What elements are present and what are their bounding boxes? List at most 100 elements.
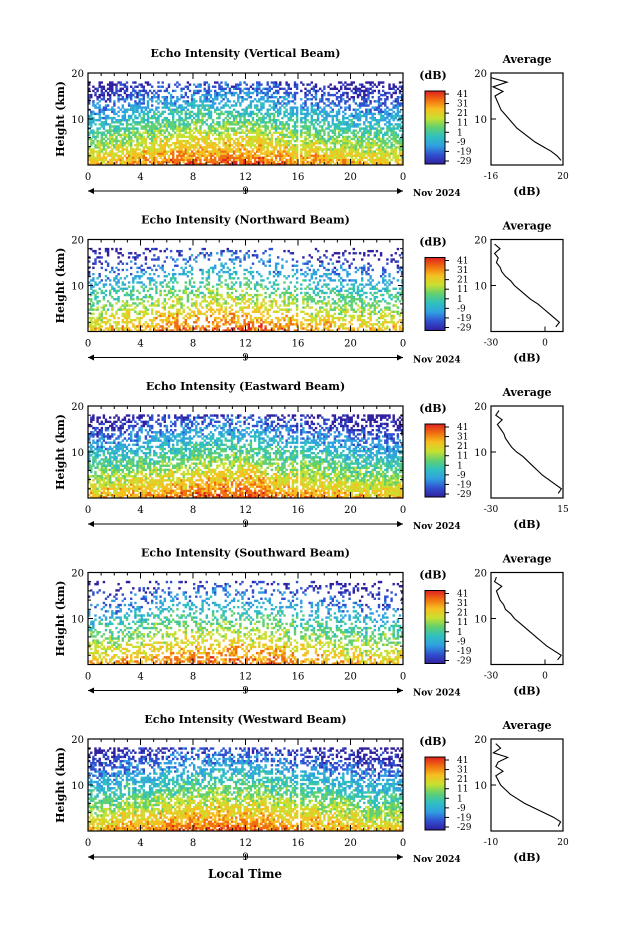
heatmap-cell: [211, 295, 215, 299]
heatmap-cell: [197, 85, 200, 88]
heatmap-cell: [205, 96, 208, 99]
heatmap-cell: [396, 100, 400, 103]
heatmap-cell: [266, 144, 269, 147]
heatmap-cell: [193, 100, 196, 103]
heatmap-cell: [151, 308, 154, 311]
heatmap-cell: [134, 144, 137, 147]
heatmap-cell: [377, 108, 381, 111]
heatmap-cell: [151, 150, 154, 153]
heatmap-cell: [272, 91, 276, 95]
heatmap-cell: [232, 321, 236, 324]
heatmap-cell: [350, 83, 353, 86]
heatmap-cell: [243, 162, 246, 166]
heatmap-cell: [109, 100, 112, 103]
heatmap-cell: [304, 125, 307, 128]
heatmap-cell: [245, 98, 248, 101]
heatmap-cell: [264, 137, 267, 141]
heatmap-cell: [115, 247, 118, 251]
heatmap-cell: [287, 127, 290, 130]
heatmap-cell: [314, 154, 318, 157]
heatmap-cell: [157, 258, 160, 261]
heatmap-cell: [230, 258, 234, 261]
heatmap-cell: [205, 287, 208, 290]
heatmap-cell: [115, 302, 118, 305]
heatmap-cell: [377, 135, 381, 139]
heatmap-cell: [169, 127, 173, 130]
heatmap-cell: [109, 85, 112, 88]
heatmap-cell: [188, 112, 192, 116]
heatmap-cell: [346, 139, 349, 143]
heatmap-cell: [390, 148, 393, 151]
heatmap-cell: [102, 148, 106, 151]
heatmap-cell: [224, 156, 227, 160]
heatmap-cell: [161, 162, 164, 166]
heatmap-cell: [371, 154, 374, 157]
heatmap-cell: [268, 139, 271, 143]
heatmap-cell: [197, 89, 200, 93]
heatmap-cell: [354, 102, 358, 105]
heatmap-cell: [258, 83, 261, 86]
heatmap-cell: [235, 85, 238, 88]
heatmap-cell: [262, 131, 265, 134]
heatmap-cell: [111, 85, 114, 88]
heatmap-cell: [258, 156, 261, 160]
heatmap-cell: [190, 133, 194, 137]
heatmap-cell: [176, 96, 179, 99]
panel-1: Echo Intensity (Vertical Beam)2010Height…: [54, 47, 569, 199]
heatmap-cell: [264, 162, 267, 166]
heatmap-cell: [125, 139, 129, 143]
heatmap-cell: [100, 266, 103, 270]
heatmap-cell: [386, 114, 389, 118]
heatmap-cell: [400, 116, 404, 120]
heatmap-cell: [184, 329, 187, 332]
heatmap-cell: [243, 277, 246, 280]
heatmap-cell: [190, 154, 194, 157]
heatmap-cell: [203, 137, 206, 141]
heatmap-cell: [400, 146, 404, 149]
heatmap-cell: [249, 104, 253, 107]
heatmap-cell: [281, 137, 284, 141]
heatmap-cell: [138, 162, 141, 166]
heatmap-cell: [96, 318, 99, 322]
heatmap-cell: [172, 272, 175, 276]
heatmap-cell: [224, 279, 227, 282]
heatmap-cell: [184, 156, 187, 160]
heatmap-cell: [100, 121, 103, 124]
heatmap-cell: [184, 123, 187, 126]
heatmap-cell: [209, 252, 213, 255]
heatmap-cell: [180, 323, 183, 326]
heatmap-cell: [100, 318, 103, 322]
heatmap-cell: [109, 154, 112, 157]
heatmap-cell: [386, 110, 389, 114]
heatmap-cell: [243, 295, 246, 299]
heatmap-cell: [157, 144, 160, 147]
heatmap-cell: [335, 91, 339, 95]
heatmap-cell: [188, 144, 192, 147]
heatmap-cell: [249, 318, 253, 322]
heatmap-cell: [100, 291, 103, 295]
heatmap-cell: [193, 135, 196, 139]
heatmap-cell: [379, 142, 383, 145]
heatmap-cell: [249, 106, 253, 109]
heatmap-cell: [138, 137, 141, 141]
heatmap-cell: [249, 156, 253, 160]
heatmap-cell: [197, 112, 200, 116]
heatmap-cell: [335, 137, 339, 141]
heatmap-cell: [90, 129, 93, 132]
heatmap-cell: [102, 316, 106, 320]
heatmap-cell: [356, 112, 360, 116]
heatmap-cell: [361, 135, 364, 139]
heatmap-cell: [121, 83, 124, 86]
heatmap-cell: [142, 96, 145, 99]
heatmap-cell: [153, 283, 156, 286]
heatmap-cell: [214, 325, 217, 328]
heatmap-cell: [138, 275, 141, 278]
heatmap-cell: [358, 89, 362, 93]
heatmap-cell: [172, 275, 175, 278]
heatmap-cell: [106, 162, 110, 166]
heatmap-cell: [205, 325, 208, 328]
heatmap-cell: [125, 133, 129, 137]
heatmap-cell: [165, 144, 169, 147]
heatmap-cell: [197, 129, 200, 132]
heatmap-cell: [207, 158, 211, 162]
